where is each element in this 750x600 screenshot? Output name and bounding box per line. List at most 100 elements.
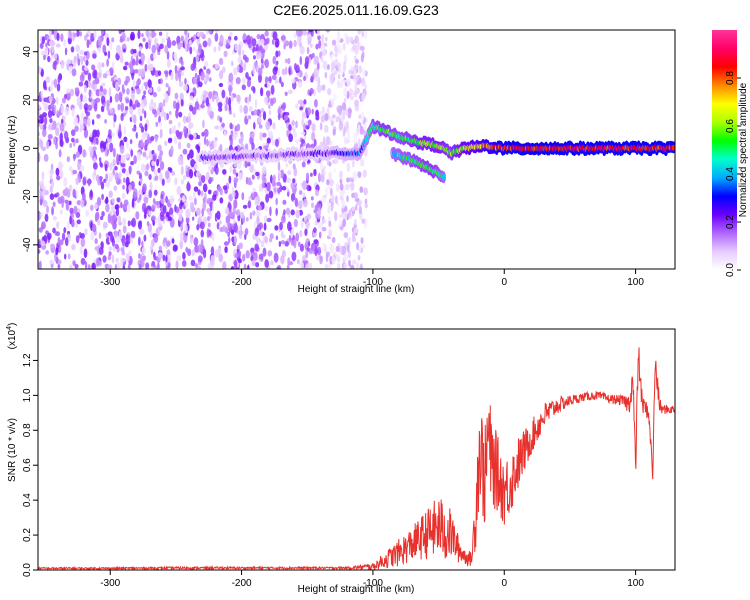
spectrogram-cell [328,220,332,228]
spectrogram-cell [258,230,263,236]
spectrogram-cell [313,67,319,78]
spectrogram-cell [153,170,158,176]
spectrogram-cell [120,30,126,33]
spectrogram-cell [38,104,41,110]
spectrogram-cell [353,192,359,199]
spectrogram-cell [326,159,330,166]
spectrogram-cell [359,263,363,269]
spectrogram-cell [364,203,368,209]
spectrogram-cell [121,84,125,93]
spectrogram-cell [239,224,243,232]
spectrogram-cell [344,205,348,213]
spectrogram-cell [256,215,260,226]
spectrogram-cell [196,224,200,231]
snr-y-tick-label: 0.0 [22,563,33,577]
spectrogram-cell [202,183,208,193]
spectrogram-cell [45,42,48,48]
spectrogram-cell [319,110,323,116]
spectrogram-cell [271,39,275,45]
spectrogram-cell [175,130,180,138]
spectrogram-cell [228,236,231,244]
spectrogram-cell [121,168,126,174]
snr-x-label: Height of straight line (km) [298,584,415,595]
spectrogram-cell [39,139,44,149]
spectrogram-cell [44,213,49,222]
spectrogram-cell [162,99,166,107]
spectrogram-cell [114,93,119,103]
spectrogram-cell [39,124,44,130]
spectrogram-cell [348,209,351,217]
snr-frame [37,328,676,571]
colorbar-label: Normalized spectral amplitude [738,82,749,217]
spectrogram-cell [74,125,79,132]
spectrogram-cell [86,111,91,117]
spectrogram-cell [60,33,64,42]
spectrogram-cell [200,104,205,109]
spectrogram-cell [245,250,250,259]
spectrogram-cell [336,201,340,207]
spectrogram-cell [148,174,152,181]
spectrogram-cell [293,39,297,47]
spectrogram-cell [244,160,248,169]
snr-y-tick-label: 0.4 [22,493,33,507]
spectrogram-cell [321,196,326,204]
spectrogram-cell [107,50,111,60]
spectrogram-cell [254,200,258,206]
spectrogram-cell [75,212,81,219]
spectrogram-cell [76,219,81,225]
spectrogram-cell [287,257,291,266]
spectrogram-cell [125,253,130,263]
spectrogram-cell [40,51,45,56]
spectrogram-cell [83,66,89,71]
spectrogram-cell [55,127,60,137]
spectrogram-cell [218,253,224,263]
spectrogram-cell [52,215,57,221]
spectrogram-cell [50,180,55,189]
spectrogram-cell [69,215,72,225]
spectrogram-cell [63,227,67,234]
spectrogram-cell [79,73,85,82]
spectrogram-cell [200,190,204,197]
spectrogram-cell [217,185,222,192]
spectrogram-cell [263,145,269,150]
spectrogram-cell [150,239,155,247]
spectrogram-cell [310,243,316,252]
spectrogram-cell [334,211,338,222]
spectrogram-cell [189,95,194,101]
spectrogram-cell [357,138,361,148]
spectrogram-cell [190,63,196,72]
spectrogram-cell [55,43,61,48]
spectrogram-cell [239,105,243,114]
spectrogram-cell [157,167,161,174]
spectrogram-cell [210,145,213,150]
spectrogram-cell [180,35,184,42]
spectrogram-cell [148,210,152,216]
spectrogram-cell [340,68,344,76]
spectrogram-cell [172,100,177,110]
spectrogram-x-tick-label: 100 [627,277,644,288]
spectrogram-cell [57,236,61,245]
spectrogram-cell [209,77,212,82]
spectrogram-cell [98,90,104,97]
spectrogram-cell [105,142,110,150]
spectrogram-cell [361,30,364,38]
spectrogram-cell [157,222,162,228]
spectrogram-cell [351,158,355,168]
snr-y-tick-label: 0.2 [22,528,33,542]
spectrogram-cell [170,145,174,155]
spectrogram-cell [184,30,187,35]
spectrogram-cell [304,228,308,236]
spectrogram-cell [80,57,84,66]
spectrogram-cell [207,222,211,228]
spectrogram-cell [140,138,144,148]
spectrogram-cell [151,266,155,269]
spectrogram-cell [266,181,271,192]
spectrogram-cell [211,233,215,242]
spectrogram-cell [93,203,99,210]
spectrogram-cell [177,42,182,50]
spectrogram-cell [171,40,177,46]
spectrogram-cell [165,170,170,180]
spectrogram-cell [346,78,351,87]
spectrogram-cell [188,169,194,179]
spectrogram-cell [266,217,272,223]
